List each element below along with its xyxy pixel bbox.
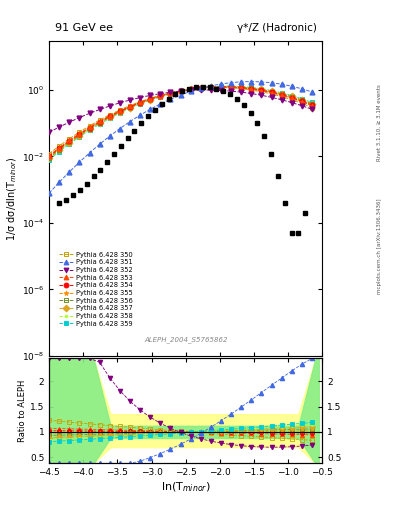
Text: Rivet 3.1.10, ≥ 3.1M events: Rivet 3.1.10, ≥ 3.1M events — [377, 84, 382, 161]
Legend: Pythia 6.428 350, Pythia 6.428 351, Pythia 6.428 352, Pythia 6.428 353, Pythia 6: Pythia 6.428 350, Pythia 6.428 351, Pyth… — [58, 251, 133, 327]
Y-axis label: 1/σ dσ/dln(T$_{minor}$): 1/σ dσ/dln(T$_{minor}$) — [6, 156, 19, 241]
Text: γ*/Z (Hadronic): γ*/Z (Hadronic) — [237, 23, 317, 33]
X-axis label: ln(T$_{minor}$): ln(T$_{minor}$) — [161, 480, 211, 494]
Text: ALEPH_2004_S5765862: ALEPH_2004_S5765862 — [144, 336, 228, 343]
Y-axis label: Ratio to ALEPH: Ratio to ALEPH — [18, 380, 27, 442]
Text: mcplots.cern.ch [arXiv:1306.3436]: mcplots.cern.ch [arXiv:1306.3436] — [377, 198, 382, 293]
Text: 91 GeV ee: 91 GeV ee — [55, 23, 112, 33]
